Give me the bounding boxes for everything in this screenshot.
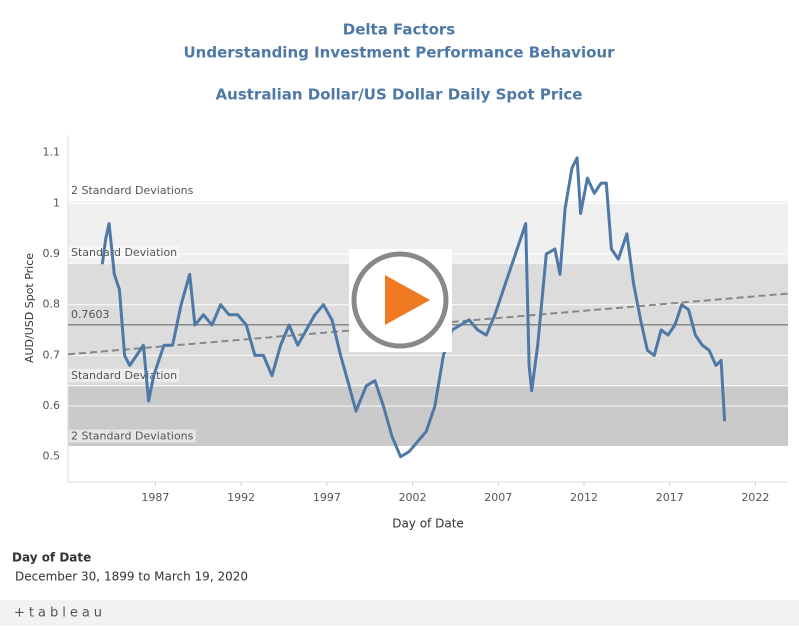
y-tick-label: 0.7 (43, 348, 61, 361)
sd-label: 2 Standard Deviations (71, 430, 194, 443)
x-tick-label: 2012 (570, 491, 598, 504)
toolbar (0, 600, 799, 626)
x-tick-label: 1987 (141, 491, 169, 504)
y-tick-label: 1.1 (43, 146, 61, 159)
plot-area: 0.5 0.6 0.7 0.8 0.9 1 1.1 1987 1992 1997 2002 2007 2… (43, 135, 789, 504)
subtitle: Understanding Investment Performance Beh… (184, 44, 616, 62)
chart-title: Australian Dollar/US Dollar Daily Spot P… (216, 86, 583, 104)
play-button[interactable] (349, 249, 452, 352)
y-tick-label: 0.8 (43, 298, 61, 311)
x-tick-label: 1997 (313, 491, 341, 504)
y-tick-label: 0.6 (43, 399, 61, 412)
price-line (100, 156, 727, 459)
x-axis-title: Day of Date (392, 517, 464, 531)
y-tick-label: 0.9 (43, 247, 61, 260)
y-axis-title: AUD/USD Spot Price (23, 253, 36, 363)
x-tick-label: 2002 (399, 491, 427, 504)
title: Delta Factors (343, 21, 456, 39)
x-tick-label: 2022 (741, 491, 769, 504)
x-tick-label: 1992 (227, 491, 255, 504)
label-background (69, 183, 196, 197)
filter-title: Day of Date (12, 551, 91, 565)
sd-label: Standard Deviation (71, 369, 177, 382)
mean-label: 0.7603 (71, 308, 110, 321)
x-tick-label: 2017 (656, 491, 684, 504)
label-background (69, 246, 180, 260)
sd-label: Standard Deviation (71, 246, 177, 259)
filter-range: December 30, 1899 to March 19, 2020 (15, 570, 248, 584)
x-tick-label: 2007 (484, 491, 512, 504)
sd-label: 2 Standard Deviations (71, 184, 194, 197)
logo[interactable]: +tableau (14, 606, 106, 621)
y-tick-label: 1 (53, 196, 60, 209)
y-tick-label: 0.5 (43, 450, 61, 463)
label-background (69, 429, 196, 443)
